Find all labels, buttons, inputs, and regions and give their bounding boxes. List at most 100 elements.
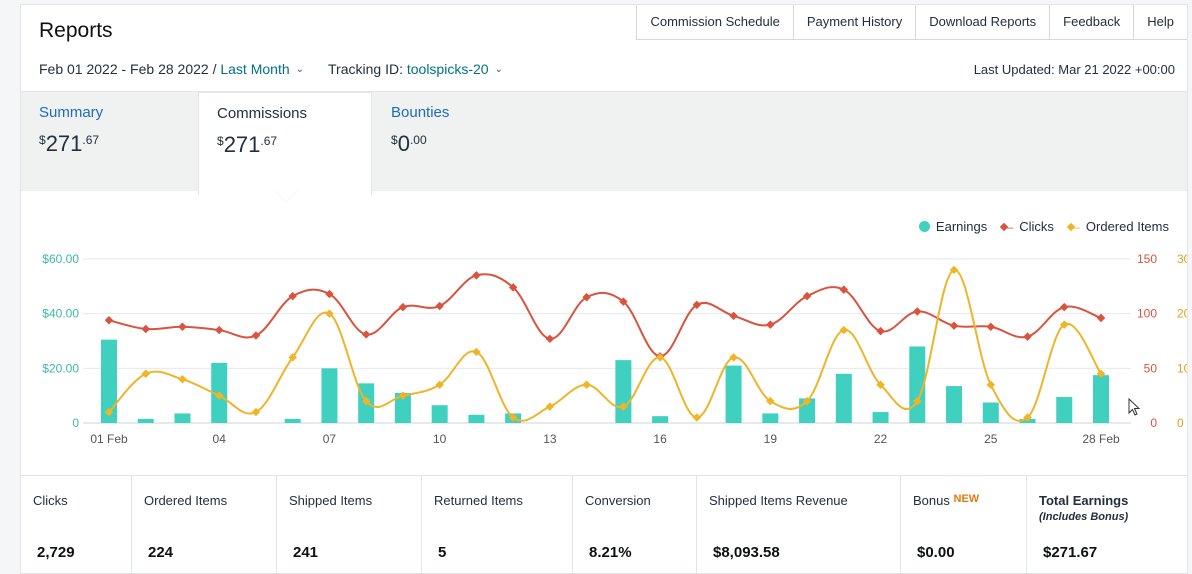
commission-schedule-link[interactable]: Commission Schedule [636,5,792,39]
mouse-cursor-icon [1128,398,1141,416]
earnings-bar [615,360,632,423]
earnings-bar [835,373,852,423]
y-left-tick-label: $40.00 [42,307,79,321]
ordered-items-point [104,407,114,417]
chevron-down-icon[interactable]: ⌄ [295,63,305,75]
earnings-bar [909,346,926,423]
ordered-items-point [802,396,812,406]
y-right-items-tick-label: 20 [1177,307,1188,321]
y-right-clicks-tick-label: 0 [1150,416,1157,430]
clicks-point [1023,332,1032,341]
x-tick-label: 01 Feb [90,432,128,446]
x-tick-label: 16 [653,432,667,446]
x-tick-label: 19 [764,432,778,446]
clicks-point [288,291,297,301]
ordered-items-point [582,380,591,389]
ordered-items-point [913,396,922,406]
ordered-items-line-icon: — [1066,220,1080,234]
clicks-point [472,271,481,280]
ordered-items-point [141,369,150,379]
date-range: Feb 01 2022 - Feb 28 2022 / [39,61,217,77]
report-filters: Feb 01 2022 - Feb 28 2022 / Last Month ⌄… [39,61,503,77]
tab-bounties[interactable]: Bounties $0.00 [373,92,467,192]
stats-bar: Clicks 2,729 Ordered Items 224 Shipped I… [21,475,1187,573]
tracking-label: Tracking ID: [328,61,403,77]
ordered-items-point [251,407,261,417]
period-dropdown[interactable]: Last Month [220,61,290,77]
stat-shipped-revenue: Shipped Items Revenue $8,093.58 [697,476,901,573]
ordered-items-point [325,309,334,318]
ordered-items-point [435,380,444,389]
tab-summary-value: $271.67 [39,131,100,156]
y-right-clicks-tick-label: 150 [1137,252,1157,266]
y-right-clicks-tick-label: 100 [1137,307,1157,321]
clicks-point [435,301,444,311]
clicks-point [802,291,812,301]
download-reports-link[interactable]: Download Reports [915,5,1049,39]
stat-shipped-items: Shipped Items 241 [277,476,422,573]
report-tabs: Summary $271.67 Commissions $271.67 Boun… [21,91,1187,195]
legend-earnings[interactable]: Earnings [918,219,987,234]
chevron-down-icon[interactable]: ⌄ [494,63,503,75]
ordered-items-point [361,396,371,406]
ordered-items-point [1023,413,1032,422]
clicks-point [766,320,775,329]
x-tick-label: 22 [874,432,888,446]
payment-history-link[interactable]: Payment History [792,5,915,39]
clicks-point [104,315,114,325]
x-tick-label: 13 [543,432,557,446]
legend-ordered-items[interactable]: —Ordered Items [1066,219,1169,234]
clicks-line-icon: — [999,220,1013,234]
y-right-clicks-tick-label: 50 [1144,361,1158,375]
feedback-link[interactable]: Feedback [1049,5,1133,39]
ordered-items-point [508,413,518,422]
y-left-tick-label: 0 [72,416,79,430]
ordered-items-point [545,402,555,411]
new-badge: NEW [953,493,980,505]
earnings-bar [762,413,779,423]
stat-bonus: Bonus NEW $0.00 [901,476,1027,573]
clicks-line [108,273,1102,358]
earnings-bar [1056,397,1073,423]
ordered-items-point [986,380,996,389]
ordered-items-point [729,353,738,362]
earnings-bar [101,339,117,423]
ordered-items-point [692,413,702,422]
ordered-items-point [472,347,481,357]
tracking-id-dropdown[interactable]: toolspicks-20 [406,61,489,77]
y-right-items-tick-label: 10 [1177,361,1188,375]
clicks-point [178,322,187,332]
clicks-point [876,326,885,336]
clicks-point [949,321,959,330]
earnings-chart: $60.0015030$40.0010020$20.00501000001 Fe… [42,252,1188,446]
tab-commissions[interactable]: Commissions $271.67 [198,92,372,195]
earnings-bar [284,418,301,423]
help-link[interactable]: Help [1133,5,1187,39]
reports-card: Reports Commission Schedule Payment Hist… [20,4,1188,574]
stat-ordered-items: Ordered Items 224 [132,476,277,573]
ordered-items-point [288,353,297,362]
x-tick-label: 07 [323,432,337,446]
tab-bounties-value: $0.00 [391,131,427,156]
stat-conversion: Conversion 8.21% [573,476,697,573]
earnings-bar [468,414,485,423]
earnings-bar [431,405,448,423]
tab-bounties-label: Bounties [391,104,450,121]
stat-returned-items: Returned Items 5 [422,476,573,573]
clicks-point [986,322,996,332]
clicks-point [325,289,334,299]
ordered-items-point [839,325,849,335]
clicks-point [398,302,408,312]
clicks-point [214,325,224,335]
y-right-items-tick-label: 0 [1177,416,1184,430]
x-tick-label: 28 Feb [1082,432,1120,446]
y-right-items-tick-label: 30 [1177,252,1188,266]
tab-summary[interactable]: Summary $271.67 [21,92,121,192]
earnings-bar [1093,375,1109,423]
last-updated: Last Updated: Mar 21 2022 +00:00 [973,62,1175,77]
ordered-items-point [876,380,885,389]
clicks-point [729,311,738,321]
legend-clicks[interactable]: —Clicks [999,219,1054,234]
top-links: Commission Schedule Payment History Down… [636,5,1187,40]
tab-summary-label: Summary [39,104,104,121]
